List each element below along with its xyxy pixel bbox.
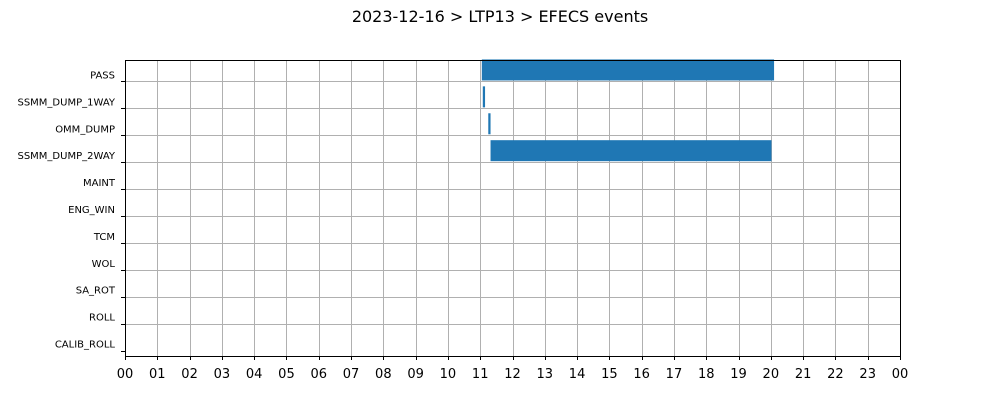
x-tick-label: 05 bbox=[278, 367, 295, 382]
event-bar-omm-dump bbox=[488, 113, 491, 135]
x-tick-label: 17 bbox=[666, 367, 683, 382]
chart-title: 2023-12-16 > LTP13 > EFECS events bbox=[352, 7, 648, 26]
x-tick-label: 08 bbox=[375, 367, 392, 382]
y-tick-label: SSMM_DUMP_1WAY bbox=[17, 97, 115, 108]
y-tick-label: CALIB_ROLL bbox=[55, 340, 116, 351]
y-tick-label: OMM_DUMP bbox=[55, 124, 115, 135]
y-tick-label: TCM bbox=[93, 232, 115, 243]
x-tick-label: 23 bbox=[859, 367, 876, 382]
event-bar-ssmm-dump-1way bbox=[482, 86, 486, 108]
y-tick-label: PASS bbox=[90, 70, 115, 81]
x-tick-label: 18 bbox=[698, 367, 715, 382]
x-tick-label: 16 bbox=[633, 367, 650, 382]
y-tick-label: MAINT bbox=[83, 178, 116, 189]
y-tick-label: ROLL bbox=[89, 313, 115, 324]
event-bars bbox=[481, 59, 775, 162]
x-tick-label: 12 bbox=[504, 367, 521, 382]
x-tick-label: 01 bbox=[149, 367, 166, 382]
x-tick-label: 09 bbox=[407, 367, 424, 382]
x-tick-label: 03 bbox=[214, 367, 231, 382]
y-tick-label: SA_ROT bbox=[76, 286, 116, 297]
x-tick-label: 10 bbox=[440, 367, 457, 382]
y-tick-label: ENG_WIN bbox=[68, 205, 115, 216]
x-tick-label: 04 bbox=[246, 367, 263, 382]
x-tick-label: 02 bbox=[181, 367, 198, 382]
x-tick-label: 13 bbox=[537, 367, 554, 382]
y-tick-label: SSMM_DUMP_2WAY bbox=[17, 151, 115, 162]
x-tick-label: 22 bbox=[827, 367, 844, 382]
x-tick-label: 06 bbox=[310, 367, 327, 382]
x-tick-label: 07 bbox=[343, 367, 360, 382]
x-tick-label: 11 bbox=[472, 367, 489, 382]
x-tick-label: 15 bbox=[601, 367, 618, 382]
x-tick-label: 20 bbox=[763, 367, 780, 382]
x-tick-label: 00 bbox=[117, 367, 134, 382]
y-tick-label: WOL bbox=[92, 259, 116, 270]
x-tick-label: 14 bbox=[569, 367, 586, 382]
event-bar-pass bbox=[481, 59, 775, 81]
x-tick-label: 21 bbox=[795, 367, 812, 382]
x-tick-label: 19 bbox=[730, 367, 747, 382]
event-bar-ssmm-dump-2way bbox=[490, 140, 772, 162]
axis-ticks: 00 01 02 03 04 05 06 07 08 09 10 11 12 13 14 15 16 17 18 19… bbox=[17, 70, 908, 382]
grid bbox=[125, 60, 901, 356]
plot-frame bbox=[125, 60, 901, 357]
x-tick-label: 00 bbox=[892, 367, 909, 382]
